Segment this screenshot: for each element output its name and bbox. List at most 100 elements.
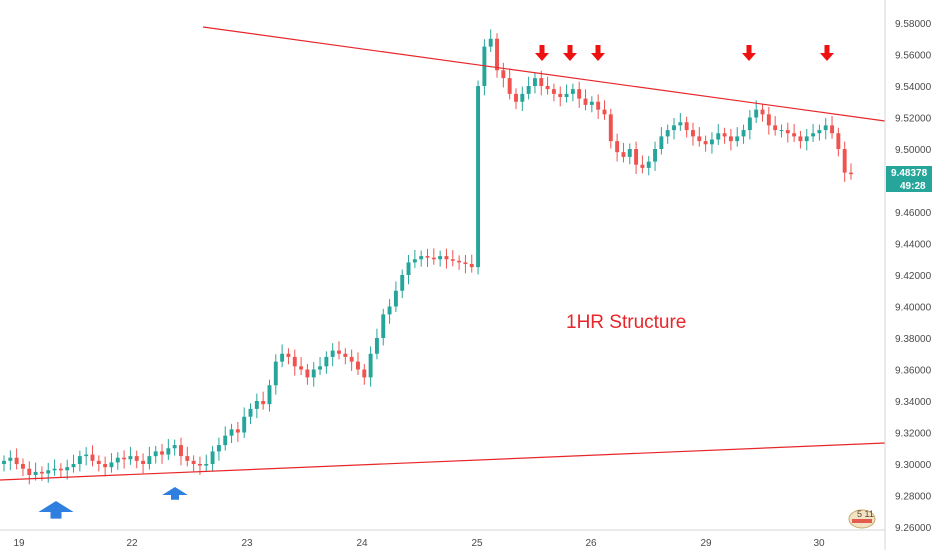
- candle-body: [223, 435, 228, 446]
- candle: [172, 439, 177, 456]
- y-tick-label: 9.36000: [895, 366, 932, 377]
- candle: [412, 249, 417, 268]
- candle: [551, 83, 556, 102]
- candle: [210, 445, 215, 472]
- candle-body: [400, 275, 405, 291]
- y-tick-label: 9.56000: [895, 51, 932, 62]
- candle: [122, 450, 127, 469]
- candle: [627, 143, 632, 165]
- candle-body: [804, 136, 809, 142]
- candle-body: [558, 93, 563, 98]
- candle-body: [754, 109, 759, 118]
- candle: [684, 116, 689, 138]
- candle: [589, 96, 594, 113]
- candle: [495, 33, 499, 78]
- candle: [330, 343, 335, 367]
- candle-body: [330, 350, 335, 357]
- candle-body: [387, 306, 392, 315]
- candle-body: [160, 451, 164, 455]
- candle: [400, 269, 405, 299]
- candle: [216, 437, 221, 461]
- candle: [646, 156, 651, 176]
- candle-body: [362, 369, 367, 378]
- candle-body: [665, 130, 670, 137]
- y-tick-label: 9.32000: [895, 429, 932, 440]
- candle-body: [2, 460, 6, 464]
- y-tick-label: 9.50000: [895, 145, 932, 156]
- y-tick-label: 9.26000: [895, 523, 932, 534]
- trendline: [0, 442, 886, 481]
- candle-body: [197, 464, 202, 466]
- y-tick-label: 9.58000: [895, 19, 932, 30]
- candle: [741, 124, 746, 144]
- candle: [697, 127, 702, 147]
- candle: [665, 124, 670, 144]
- candle-body: [166, 448, 171, 455]
- candle: [229, 423, 234, 444]
- candle-body: [703, 141, 708, 145]
- candle: [836, 127, 841, 157]
- arrow-down-icon: [563, 45, 577, 61]
- candle-body: [773, 125, 778, 131]
- candle-body: [823, 125, 828, 131]
- candle: [678, 112, 683, 131]
- candle: [292, 349, 297, 376]
- candle: [539, 70, 544, 96]
- candle: [318, 357, 323, 376]
- candle: [387, 299, 392, 324]
- candle-body: [337, 350, 341, 354]
- last-price-value: 9.48378: [891, 168, 928, 179]
- x-axis-ticks: 19 22 23 24 25 26 29 30: [13, 538, 825, 549]
- candle-body: [520, 93, 525, 102]
- candlestick-series: [2, 29, 853, 485]
- candle-body: [615, 141, 620, 153]
- candle-body: [305, 369, 310, 378]
- candle: [242, 407, 247, 439]
- candle: [21, 458, 25, 477]
- candle-body: [659, 136, 664, 149]
- candle-body: [299, 366, 304, 370]
- candle-body: [8, 457, 13, 461]
- candle-body: [735, 136, 740, 142]
- candle-body: [849, 172, 853, 175]
- candle-body: [476, 86, 481, 268]
- candle-body: [216, 445, 221, 452]
- candle-body: [122, 457, 127, 460]
- candle: [615, 133, 620, 162]
- candle-body: [273, 361, 278, 386]
- x-tick-label: 24: [356, 538, 368, 549]
- candle: [779, 124, 784, 138]
- candle-body: [261, 401, 266, 405]
- candle-body: [608, 114, 613, 142]
- trendline: [202, 26, 886, 122]
- candle: [8, 450, 13, 471]
- candle-body: [691, 130, 695, 137]
- candle: [58, 463, 63, 478]
- candle: [514, 88, 518, 110]
- candle-body: [596, 101, 601, 110]
- y-tick-label: 9.28000: [895, 492, 932, 503]
- candle-body: [722, 133, 727, 137]
- candle: [65, 459, 70, 480]
- candle-body: [785, 130, 790, 134]
- candle-body: [280, 353, 285, 362]
- candle: [545, 76, 550, 95]
- candle-body: [343, 353, 348, 357]
- candle: [90, 445, 95, 467]
- candle-body: [103, 464, 108, 468]
- candle-body: [728, 136, 733, 142]
- candle: [653, 141, 658, 171]
- candle: [147, 446, 152, 470]
- trendline-layer: [0, 26, 886, 481]
- candle: [716, 123, 721, 146]
- y-tick-label: 9.30000: [895, 460, 932, 471]
- candle: [185, 446, 190, 467]
- candle: [722, 127, 727, 144]
- candle-body: [153, 451, 158, 457]
- candle-body: [311, 369, 316, 378]
- candle-body: [457, 260, 462, 263]
- candle: [179, 437, 183, 466]
- candle-body: [697, 136, 702, 142]
- candle: [235, 421, 240, 442]
